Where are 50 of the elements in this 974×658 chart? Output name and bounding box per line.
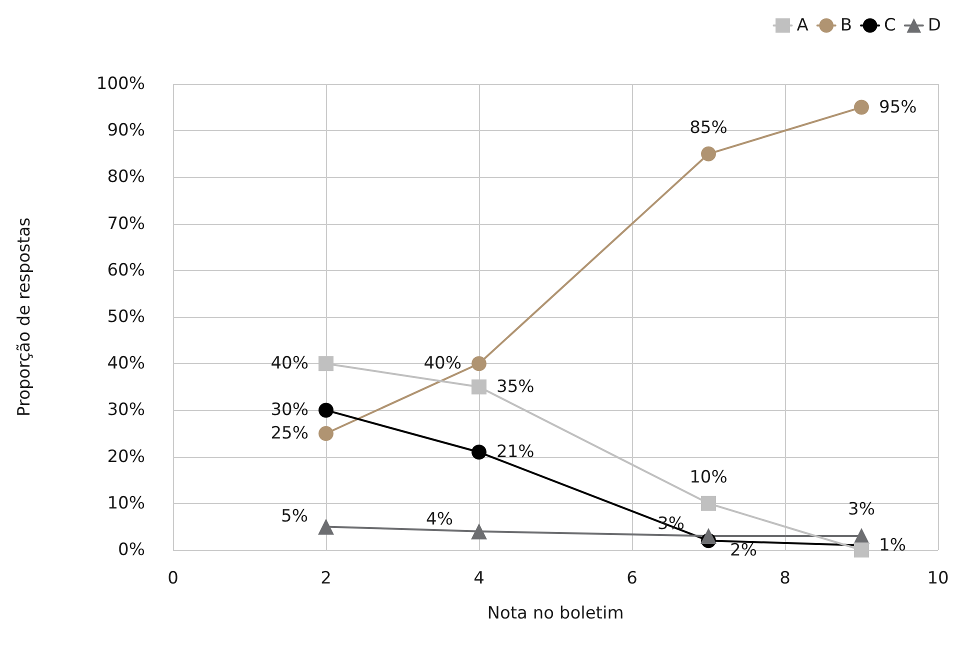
data-label: 40% [270, 354, 308, 374]
point [701, 496, 716, 511]
y-tick-label: 50% [107, 307, 145, 327]
data-label: 85% [690, 118, 728, 138]
y-tick-label: 70% [107, 214, 145, 234]
x-tick-label: 10 [927, 568, 949, 588]
data-label: 25% [270, 424, 308, 444]
x-tick-label: 0 [168, 568, 178, 588]
data-label: 10% [690, 467, 728, 488]
y-tick-label: 40% [107, 354, 145, 374]
data-label: 3% [848, 500, 875, 520]
y-axis-title: Proporção de respostas [14, 217, 34, 416]
point [700, 528, 716, 544]
data-label: 30% [270, 400, 308, 420]
data-label: 35% [496, 376, 534, 397]
legend-label: C [884, 16, 896, 36]
x-tick-label: 6 [626, 568, 638, 588]
y-tick-label: 90% [107, 120, 145, 141]
y-tick-label: 0% [118, 540, 145, 560]
point [318, 356, 334, 372]
data-label: 21% [496, 442, 534, 462]
point [471, 523, 487, 540]
y-tick-label: 30% [107, 400, 145, 420]
point [854, 100, 869, 115]
point [854, 542, 869, 558]
point [318, 402, 334, 418]
y-tick-label: 10% [107, 493, 145, 514]
legend-label: D [928, 16, 942, 36]
data-label: 5% [281, 506, 308, 527]
legend-label: B [840, 16, 852, 36]
y-tick-label: 100% [96, 74, 145, 94]
data-label: 95% [879, 97, 917, 118]
data-label: 4% [426, 509, 453, 530]
point [318, 426, 334, 441]
point [318, 518, 334, 535]
x-tick-label: 2 [320, 568, 332, 588]
point [472, 356, 486, 372]
x-tick-label: 4 [474, 568, 484, 588]
x-tick-label: 8 [780, 568, 790, 588]
y-tick-label: 60% [107, 260, 145, 280]
legend-label: A [796, 16, 809, 36]
y-tick-label: 80% [107, 167, 145, 188]
data-label: 2% [730, 540, 757, 561]
point [472, 444, 486, 460]
point [701, 146, 716, 162]
data-label: 40% [424, 354, 462, 374]
y-tick-label: 20% [107, 446, 145, 467]
point [472, 379, 486, 394]
data-label: 1% [879, 535, 906, 556]
x-axis-title: Nota no boletim [487, 604, 624, 624]
